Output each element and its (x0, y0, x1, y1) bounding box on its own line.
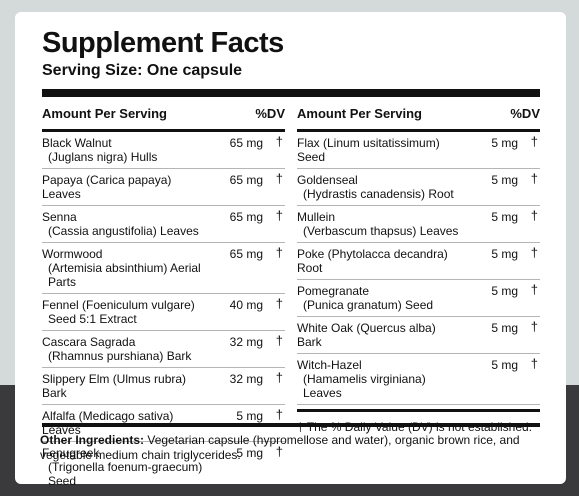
ingredient-detail: (Verbascum thapsus) Leaves (303, 224, 459, 238)
ingredient-detail: (Hydrastis canadensis) Root (303, 187, 454, 201)
ingredient-amount: 40 mg (229, 298, 263, 312)
other-ingredients-text: Vegetarian capsule (hypromellose and wat… (40, 433, 520, 462)
left-column: Amount Per Serving %DV Black Walnut (Jugl… (42, 97, 285, 492)
dv-dagger-mark: † (275, 407, 283, 422)
ingredient-row: Mullein (Verbascum thapsus) Leaves 5 mg † (297, 206, 540, 243)
ingredient-amount: 5 mg (491, 136, 518, 150)
ingredient-row: Cascara Sagrada (Rhamnus purshiana) Bark 3… (42, 331, 285, 368)
ingredient-name: Poke (Phytolacca decandra) Root (297, 247, 448, 275)
dv-dagger-mark: † (530, 134, 538, 149)
ingredient-amount: 5 mg (236, 446, 263, 460)
right-column-end-rule (297, 409, 540, 412)
ingredient-detail: (Punica granatum) Seed (303, 298, 434, 312)
left-ingredient-list: Black Walnut (Juglans nigra) Hulls 65 mg † P… (42, 132, 285, 492)
ingredient-detail: (Cassia angustifolia) Leaves (48, 224, 199, 238)
panel-title: Supplement Facts (42, 27, 284, 59)
ingredient-name: Wormwood (42, 247, 103, 261)
serving-size: Serving Size: One capsule (42, 62, 243, 79)
dv-dagger-mark: † (275, 171, 283, 186)
ingredient-name: Papaya (Carica papaya) Leaves (42, 173, 172, 201)
ingredient-name: Fennel (Foeniculum vulgare) (42, 298, 195, 312)
ingredient-detail: (Juglans nigra) Hulls (48, 150, 158, 164)
other-ingredients-label: Other Ingredients: (40, 433, 145, 447)
dv-dagger-mark: † (530, 356, 538, 371)
ingredient-name: Witch-Hazel (297, 358, 362, 372)
amount-per-serving-header: Amount Per Serving (42, 105, 167, 121)
ingredient-row: Senna (Cassia angustifolia) Leaves 65 mg † (42, 206, 285, 243)
ingredient-name: Flax (Linum usitatissimum) Seed (297, 136, 440, 164)
dv-dagger-mark: † (275, 296, 283, 311)
ingredient-amount: 65 mg (229, 136, 263, 150)
right-ingredient-list: Flax (Linum usitatissimum) Seed 5 mg † Gold… (297, 132, 540, 405)
ingredient-detail: (Rhamnus purshiana) Bark (48, 349, 192, 363)
ingredient-name: Fenugreek (42, 446, 100, 460)
ingredient-row: Flax (Linum usitatissimum) Seed 5 mg † (297, 132, 540, 169)
ingredient-amount: 5 mg (491, 284, 518, 298)
ingredient-amount: 65 mg (229, 173, 263, 187)
right-column-header: Amount Per Serving %DV (297, 97, 540, 132)
amount-per-serving-header: Amount Per Serving (297, 105, 422, 121)
ingredient-row: Witch-Hazel (Hamamelis virginiana) Leaves… (297, 354, 540, 405)
dv-header: %DV (255, 105, 285, 121)
ingredient-row: Papaya (Carica papaya) Leaves 65 mg † (42, 169, 285, 206)
ingredient-name: Black Walnut (42, 136, 112, 150)
ingredient-row: Wormwood (Artemisia absinthium) Aerial Pa… (42, 243, 285, 294)
ingredient-amount: 5 mg (491, 321, 518, 335)
ingredient-row: White Oak (Quercus alba) Bark 5 mg † (297, 317, 540, 354)
ingredient-row: Fennel (Foeniculum vulgare) Seed 5:1 Extr… (42, 294, 285, 331)
ingredient-amount: 32 mg (229, 372, 263, 386)
ingredient-amount: 32 mg (229, 335, 263, 349)
ingredient-name: Slippery Elm (Ulmus rubra) Bark (42, 372, 187, 400)
dv-dagger-mark: † (530, 171, 538, 186)
ingredient-amount: 5 mg (491, 210, 518, 224)
right-column: Amount Per Serving %DV Flax (Linum usita… (297, 97, 540, 434)
dv-dagger-mark: † (275, 444, 283, 459)
ingredient-row: Fenugreek (Trigonella foenum-graecum) See… (42, 442, 285, 492)
ingredient-amount: 5 mg (491, 358, 518, 372)
ingredient-name: Mullein (297, 210, 336, 224)
left-column-header: Amount Per Serving %DV (42, 97, 285, 132)
dv-dagger-mark: † (275, 134, 283, 149)
dv-dagger-mark: † (275, 333, 283, 348)
ingredient-detail: (Artemisia absinthium) Aerial Parts (48, 261, 201, 289)
dv-dagger-mark: † (530, 319, 538, 334)
ingredient-amount: 65 mg (229, 210, 263, 224)
ingredient-name: Pomegranate (297, 284, 370, 298)
ingredient-name: Goldenseal (297, 173, 358, 187)
dv-dagger-mark: † (275, 245, 283, 260)
other-ingredients: Other Ingredients: Vegetarian capsule (h… (40, 433, 540, 463)
ingredient-name: White Oak (Quercus alba) Bark (297, 321, 436, 349)
dv-dagger-mark: † (530, 208, 538, 223)
ingredient-row: Black Walnut (Juglans nigra) Hulls 65 mg † (42, 132, 285, 169)
dv-header: %DV (510, 105, 540, 121)
ingredient-detail: (Hamamelis virginiana) Leaves (303, 372, 426, 400)
ingredient-row: Slippery Elm (Ulmus rubra) Bark 32 mg † (42, 368, 285, 405)
thick-divider (42, 89, 540, 97)
dv-dagger-mark: † (275, 208, 283, 223)
dv-dagger-mark: † (530, 282, 538, 297)
ingredient-amount: 5 mg (236, 409, 263, 423)
ingredient-amount: 5 mg (491, 173, 518, 187)
other-ingredients-divider (42, 423, 540, 427)
ingredient-row: Pomegranate (Punica granatum) Seed 5 mg † (297, 280, 540, 317)
ingredient-row: Goldenseal (Hydrastis canadensis) Root 5 m… (297, 169, 540, 206)
ingredient-amount: 5 mg (491, 247, 518, 261)
ingredient-row: Poke (Phytolacca decandra) Root 5 mg † (297, 243, 540, 280)
ingredient-name: Senna (42, 210, 77, 224)
ingredient-name: Cascara Sagrada (42, 335, 136, 349)
dv-dagger-mark: † (275, 370, 283, 385)
dv-dagger-mark: † (530, 245, 538, 260)
ingredient-amount: 65 mg (229, 247, 263, 261)
ingredient-detail: Seed 5:1 Extract (48, 312, 137, 326)
ingredient-detail: (Trigonella foenum-graecum) Seed (48, 460, 203, 488)
